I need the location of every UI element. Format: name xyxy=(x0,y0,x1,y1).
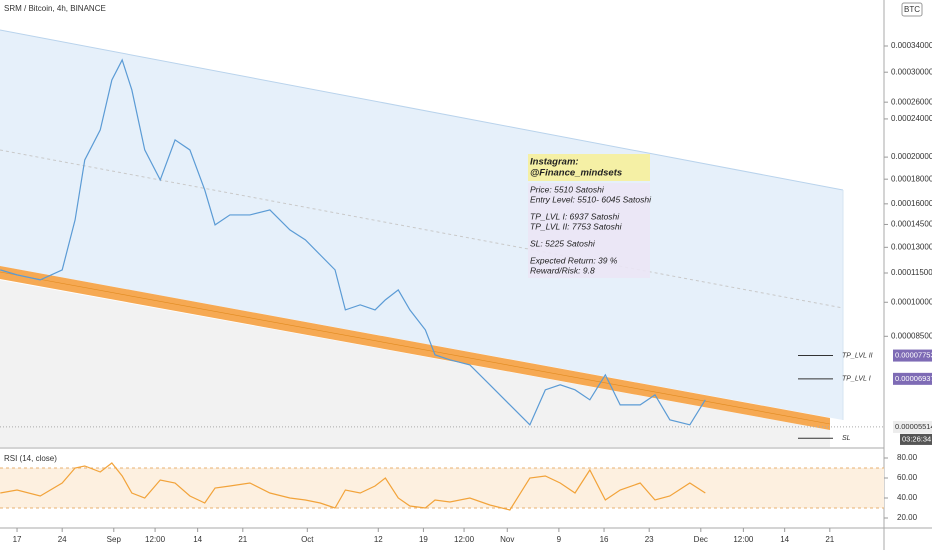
price-tag xyxy=(893,349,932,362)
y-tick-label: 0.00024000 xyxy=(891,114,932,123)
note-line: SL: 5225 Satoshi xyxy=(530,238,596,248)
x-tick-label: Oct xyxy=(301,535,314,544)
currency-box xyxy=(901,2,923,17)
y-tick-label: 0.00014500 xyxy=(891,220,932,229)
rsi-band xyxy=(0,468,884,508)
y-tick-label: 40.00 xyxy=(897,493,918,502)
note-line: Price: 5510 Satoshi xyxy=(530,184,605,194)
level-label: TP_LVL II xyxy=(842,352,873,359)
note-line: TP_LVL II: 7753 Satoshi xyxy=(530,221,623,231)
x-tick-label: 14 xyxy=(780,535,789,544)
x-tick-label: 21 xyxy=(825,535,834,544)
note-line: Reward/Risk: 9.8 xyxy=(530,265,595,275)
x-tick-label: Sep xyxy=(107,535,122,544)
note-header: Instagram: xyxy=(530,157,579,168)
x-tick-label: 16 xyxy=(600,535,609,544)
series-line xyxy=(0,462,706,511)
y-tick-label: 60.00 xyxy=(897,473,918,482)
channel-mid xyxy=(0,149,844,309)
channel-top xyxy=(0,29,844,191)
x-tick-label: 21 xyxy=(238,535,247,544)
price-tag-label: 0.00005514 xyxy=(895,422,932,431)
support-line xyxy=(0,271,831,425)
currency: BTC xyxy=(904,5,920,14)
y-tick-label: 0.00034000 xyxy=(891,41,932,50)
note-line: Entry Level: 5510- 6045 Satoshi xyxy=(530,194,652,204)
note-line: Expected Return: 39 % xyxy=(530,255,618,265)
price-tag xyxy=(893,372,932,385)
rsi-title: RSI (14, close) xyxy=(4,454,57,463)
channel xyxy=(0,30,843,420)
level-label: TP_LVL I xyxy=(842,376,871,383)
x-tick-label: 12 xyxy=(374,535,383,544)
note-header: @Finance_mindsets xyxy=(530,168,622,179)
x-tick-label: 19 xyxy=(419,535,428,544)
price-tag-label: 0.00006937 xyxy=(895,374,932,383)
y-tick-label: 0.00018000 xyxy=(891,174,932,183)
y-tick-label: 0.00026000 xyxy=(891,97,932,106)
x-tick-label: 12:00 xyxy=(454,535,475,544)
note-box xyxy=(528,183,650,278)
y-tick-label: 0.00020000 xyxy=(891,152,932,161)
x-tick-label: 9 xyxy=(557,535,562,544)
x-tick-label: Nov xyxy=(500,535,514,544)
countdown-tag xyxy=(900,433,932,445)
note-line: TP_LVL I: 6937 Satoshi xyxy=(530,211,620,221)
x-tick-label: Dec xyxy=(694,535,708,544)
price-pane xyxy=(0,58,706,426)
y-tick-label: 0.00030000 xyxy=(891,67,932,76)
x-tick-label: 23 xyxy=(645,535,654,544)
x-tick-label: 12:00 xyxy=(733,535,754,544)
y-tick-label: 20.00 xyxy=(897,513,918,522)
y-tick-label: 0.00013000 xyxy=(891,242,932,251)
note-header-box xyxy=(528,154,650,181)
x-tick-label: 12:00 xyxy=(145,535,166,544)
price-tag xyxy=(893,420,932,433)
x-tick-label: 14 xyxy=(193,535,202,544)
series-line xyxy=(0,58,706,426)
rsi-pane xyxy=(0,462,884,511)
y-tick-label: 0.00011500 xyxy=(891,268,932,277)
y-tick-label: 80.00 xyxy=(897,453,918,462)
chart-title: SRM / Bitcoin, 4h, BINANCE xyxy=(4,4,106,13)
level-label: SL xyxy=(842,435,851,442)
x-tick-label: 24 xyxy=(58,535,67,544)
price-tag-label: 0.00007753 xyxy=(895,351,932,360)
y-tick-label: 0.00016000 xyxy=(891,199,932,208)
y-tick-label: 0.00010000 xyxy=(891,297,932,306)
countdown: 03:26:34 xyxy=(902,434,931,443)
y-tick-label: 0.00008500 xyxy=(891,331,932,340)
x-tick-label: 17 xyxy=(13,535,22,544)
